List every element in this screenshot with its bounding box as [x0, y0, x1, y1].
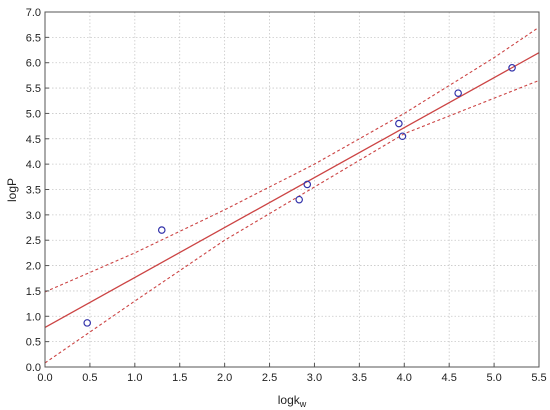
- data-point: [454, 89, 462, 97]
- x-tick-label: 1.0: [127, 372, 142, 384]
- confidence-band: [44, 26, 540, 364]
- y-tick-label: 4.5: [26, 134, 41, 146]
- x-tick-label: 1.5: [172, 372, 187, 384]
- x-axis-title: logkw: [278, 393, 307, 409]
- data-points: [83, 63, 516, 327]
- data-point: [157, 226, 166, 234]
- data-point: [83, 319, 92, 327]
- y-tick-label: 5.5: [26, 83, 41, 95]
- fit-line: [44, 52, 540, 329]
- x-tick-label: 5.5: [531, 372, 546, 384]
- confidence-lower-line: [44, 79, 540, 364]
- y-tick-label: 1.5: [26, 286, 41, 298]
- x-tick-label: 0.0: [37, 372, 52, 384]
- y-tick-label: 3.0: [26, 210, 41, 222]
- x-tick-label: 4.0: [397, 372, 412, 384]
- y-tick-label: 6.5: [26, 32, 41, 44]
- x-tick-label: 5.0: [486, 372, 501, 384]
- x-axis-label-subscript: w: [299, 399, 307, 409]
- y-axis-label: logP: [5, 178, 19, 202]
- x-tick-label: 3.5: [352, 372, 367, 384]
- y-tick-label: 7.0: [26, 7, 41, 19]
- y-tick-label: 0.5: [26, 337, 41, 349]
- y-tick-label: 2.0: [26, 261, 41, 273]
- regression-line: [44, 52, 540, 329]
- y-tick-label: 1.0: [26, 311, 41, 323]
- y-tick-label: 5.0: [26, 108, 41, 120]
- x-axis-label: logk: [278, 393, 301, 407]
- x-tick-label: 0.5: [82, 372, 97, 384]
- y-axis-ticks: 0.0 0.5 1.0 1.5 2.0 2.5 3.0 3.5 4.0 4.5 5.0 5.5 6.0 6…: [26, 7, 49, 374]
- data-point: [303, 180, 312, 189]
- x-tick-label: 2.5: [262, 372, 277, 384]
- data-point: [395, 119, 403, 128]
- y-tick-label: 4.0: [26, 159, 41, 171]
- data-point: [295, 195, 303, 204]
- y-tick-label: 2.5: [26, 235, 41, 247]
- x-axis-ticks: 0.0 0.5 1.0 1.5 2.0 2.5 3.0 3.5 4.0 4.5 5.0 5.5: [37, 363, 547, 384]
- y-tick-label: 6.0: [26, 58, 41, 70]
- x-tick-label: 4.5: [442, 372, 457, 384]
- data-point: [508, 63, 516, 72]
- confidence-upper-line: [44, 26, 540, 293]
- y-tick-label: 0.0: [26, 362, 41, 374]
- data-point: [398, 132, 407, 141]
- x-tick-label: 3.0: [307, 372, 322, 384]
- x-tick-label: 2.0: [217, 372, 232, 384]
- y-tick-label: 3.5: [26, 185, 41, 197]
